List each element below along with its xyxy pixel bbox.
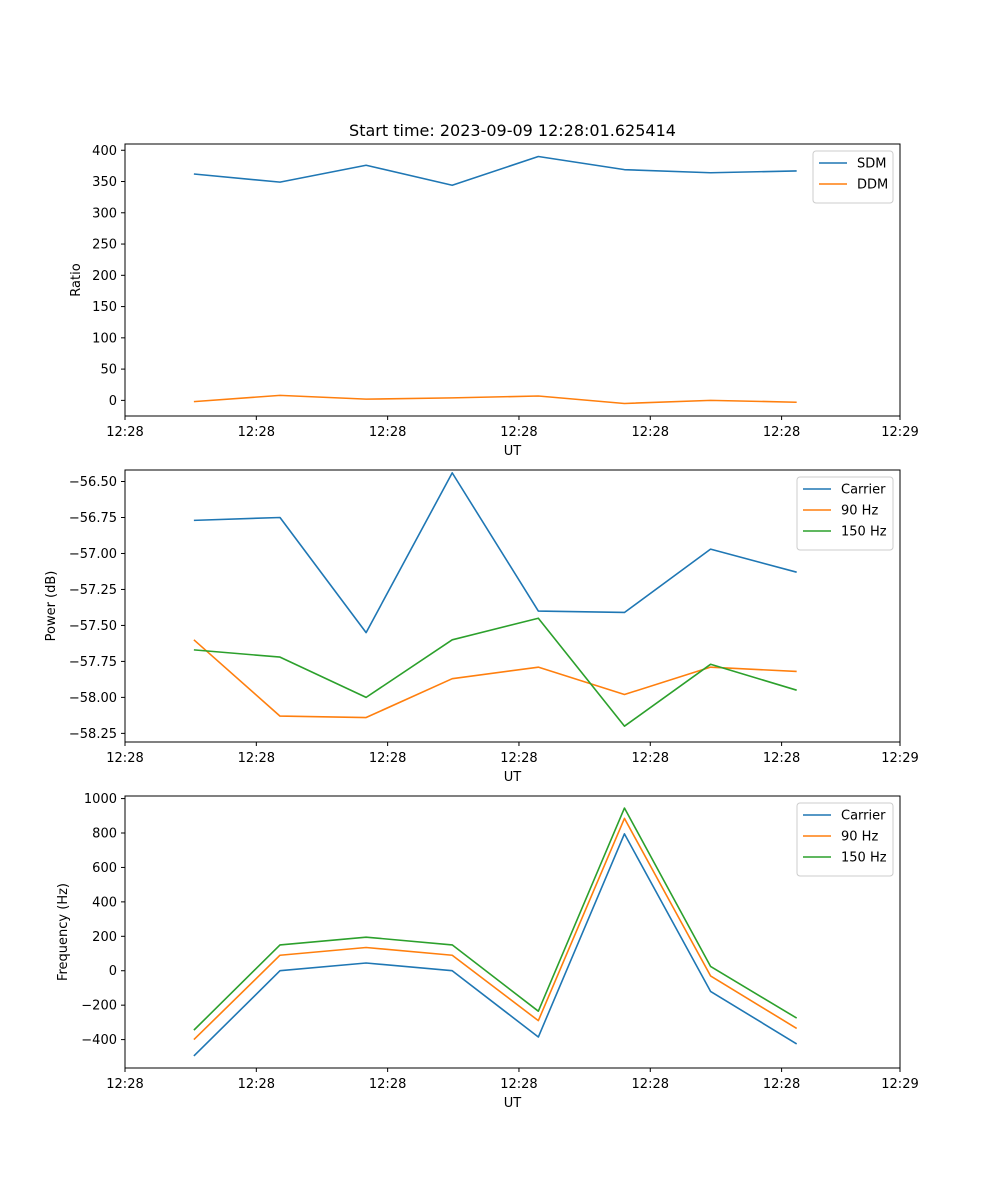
- series-line-150-hz: [193, 807, 798, 1031]
- x-tick-label: 12:28: [369, 1077, 406, 1092]
- x-tick-label: 12:28: [763, 1077, 800, 1092]
- y-tick-label: 250: [92, 238, 117, 253]
- series-line-90-hz: [193, 639, 797, 719]
- legend-label: 150 Hz: [841, 525, 887, 540]
- y-tick-label: −58.25: [69, 727, 117, 742]
- y-tick-label: −200: [81, 999, 117, 1014]
- x-tick-label: 12:28: [763, 425, 800, 440]
- x-tick-label: 12:28: [632, 751, 669, 766]
- x-tick-label: 12:28: [106, 425, 143, 440]
- x-tick-label: 12:28: [238, 751, 275, 766]
- y-tick-label: 350: [92, 175, 117, 190]
- y-tick-label: 1000: [84, 792, 117, 807]
- y-tick-label: 50: [100, 363, 117, 378]
- x-tick-label: 12:28: [106, 1077, 143, 1092]
- x-tick-label: 12:29: [881, 751, 918, 766]
- x-axis-label: UT: [504, 1096, 522, 1111]
- x-tick-label: 12:28: [369, 751, 406, 766]
- legend-label: 90 Hz: [841, 504, 878, 519]
- chart-panel-1: Start time: 2023-09-09 12:28:01.625414 12…: [69, 121, 919, 459]
- y-tick-label: −56.75: [69, 511, 117, 526]
- x-tick-label: 12:28: [500, 425, 537, 440]
- x-tick-label: 12:29: [881, 425, 918, 440]
- x-tick-label: 12:28: [369, 425, 406, 440]
- x-tick-label: 12:28: [500, 751, 537, 766]
- legend-label: SDM: [857, 157, 886, 172]
- y-tick-label: 100: [92, 331, 117, 346]
- x-axis-label: UT: [504, 770, 522, 785]
- y-tick-label: 300: [92, 206, 117, 221]
- y-tick-label: 400: [92, 144, 117, 159]
- y-tick-label: 0: [109, 394, 117, 409]
- legend: Carrier 90 Hz 150 Hz: [796, 476, 894, 551]
- y-tick-label: 400: [92, 895, 117, 910]
- x-tick-label: 12:28: [763, 751, 800, 766]
- legend-label: 90 Hz: [841, 830, 878, 845]
- series-line-150-hz: [193, 617, 797, 727]
- axes-frame: [124, 143, 901, 417]
- y-tick-label: −58.00: [69, 691, 117, 706]
- legend-label: Carrier: [841, 809, 886, 824]
- y-axis-label: Power (dB): [44, 571, 59, 642]
- x-tick-label: 12:28: [632, 1077, 669, 1092]
- legend-label: Carrier: [841, 483, 886, 498]
- x-axis-label: UT: [504, 444, 522, 459]
- x-tick-label: 12:28: [238, 425, 275, 440]
- axes-frame: [124, 795, 901, 1069]
- series-line-carrier: [193, 472, 797, 634]
- y-axis-label: Ratio: [69, 263, 84, 296]
- y-tick-label: −400: [81, 1033, 117, 1048]
- legend: Carrier 90 Hz 150 Hz: [796, 802, 894, 877]
- legend-box: [812, 150, 894, 204]
- chart-panel-3: 12:28 12:28 12:28 12:28 12:28 12:28 12:29 −400 −…: [56, 792, 919, 1111]
- chart-panel-2: 12:28 12:28 12:28 12:28 12:28 12:28 12:29 −58.2…: [44, 469, 919, 785]
- y-tick-label: 200: [92, 930, 117, 945]
- y-tick-label: 0: [109, 964, 117, 979]
- x-tick-label: 12:28: [238, 1077, 275, 1092]
- y-tick-label: 200: [92, 269, 117, 284]
- x-tick-label: 12:28: [500, 1077, 537, 1092]
- legend-label: DDM: [857, 178, 888, 193]
- series-line-carrier: [193, 833, 798, 1057]
- x-tick-label: 12:28: [106, 751, 143, 766]
- series-line-ddm: [193, 394, 797, 405]
- legend: SDM DDM: [812, 150, 894, 204]
- y-axis-label: Frequency (Hz): [56, 883, 71, 981]
- series-line-90-hz: [193, 817, 798, 1041]
- y-tick-label: −57.25: [69, 583, 117, 598]
- y-tick-label: 800: [92, 827, 117, 842]
- y-tick-label: −57.00: [69, 547, 117, 562]
- legend-label: 150 Hz: [841, 851, 887, 866]
- axes-frame: [124, 469, 901, 743]
- y-tick-label: −57.75: [69, 655, 117, 670]
- y-tick-label: −57.50: [69, 619, 117, 634]
- y-tick-label: −56.50: [69, 475, 117, 490]
- x-tick-label: 12:28: [632, 425, 669, 440]
- series-line-sdm: [193, 155, 797, 187]
- y-tick-label: 600: [92, 861, 117, 876]
- y-tick-label: 150: [92, 300, 117, 315]
- x-tick-label: 12:29: [881, 1077, 918, 1092]
- chart-title: Start time: 2023-09-09 12:28:01.625414: [349, 121, 676, 140]
